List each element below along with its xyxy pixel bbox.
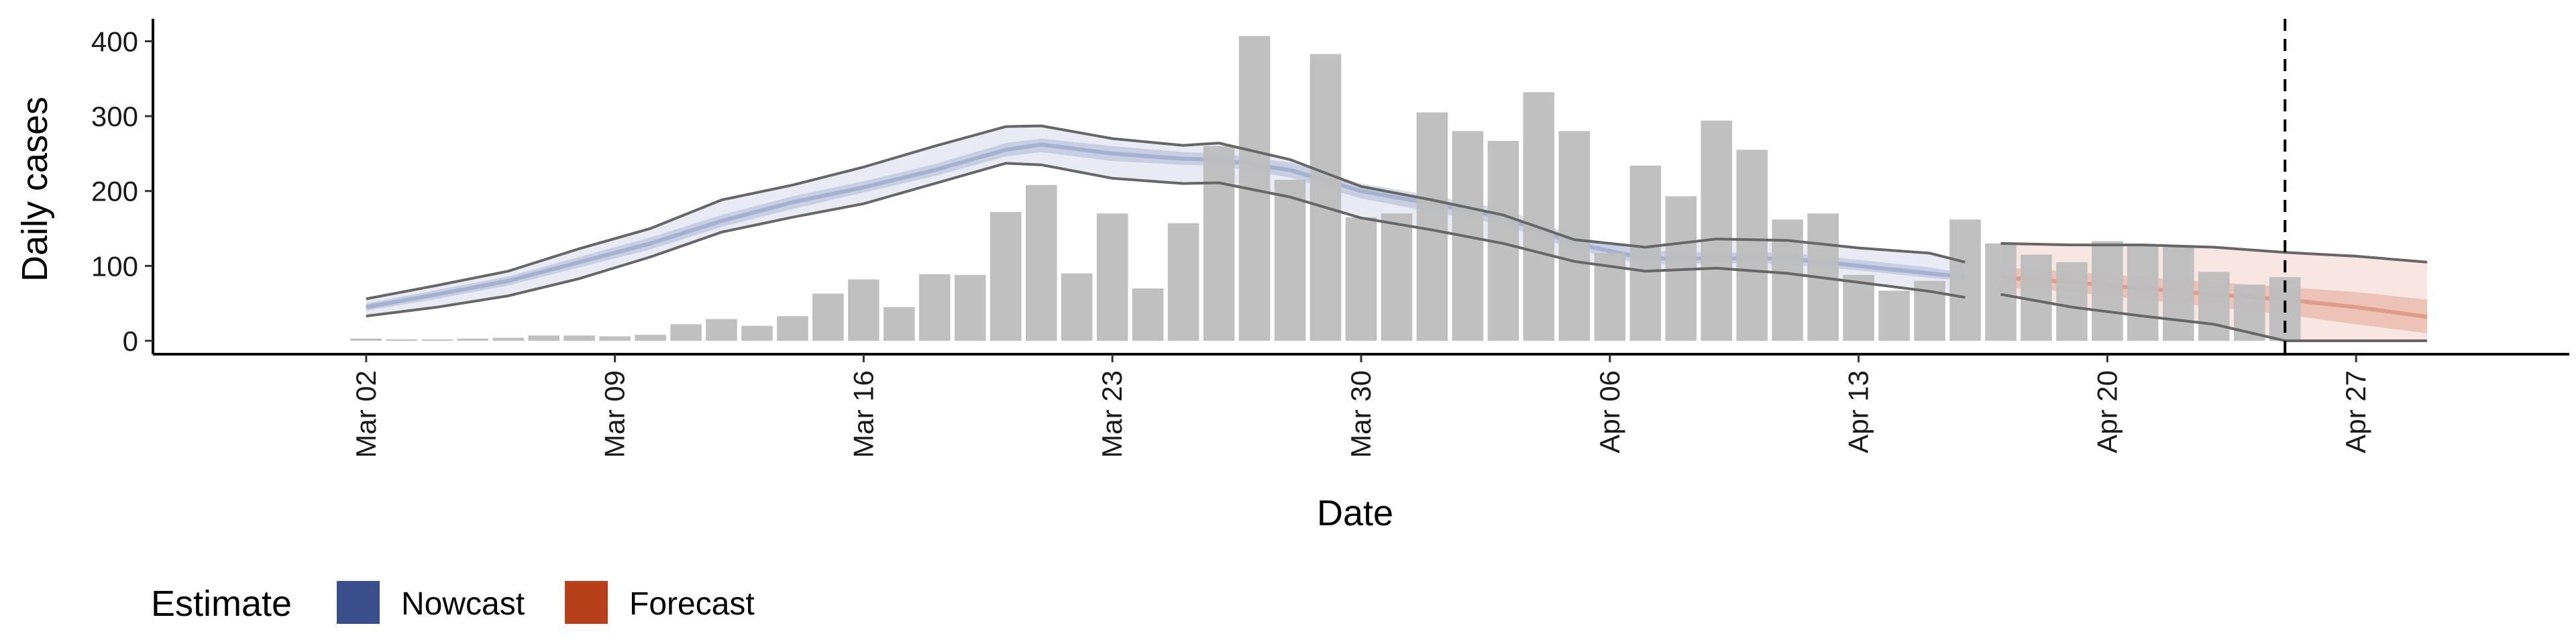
y-tick-label-100: 100 [91, 250, 138, 282]
bar-2020-04-01 [1416, 112, 1448, 341]
y-tick-label-400: 400 [91, 25, 138, 57]
bar-2020-04-23 [2198, 272, 2230, 341]
bar-2020-03-23 [1096, 213, 1128, 341]
bar-2020-03-30 [1345, 217, 1377, 341]
bar-2020-03-17 [883, 307, 915, 341]
y-axis-title: Daily cases [15, 97, 55, 282]
y-tick-label-200: 200 [91, 176, 138, 207]
x-tick-label-2020-03-09: Mar 09 [599, 370, 631, 458]
bar-2020-04-04 [1523, 92, 1555, 341]
bar-2020-03-26 [1203, 146, 1235, 341]
legend: Estimate Nowcast Forecast [151, 581, 755, 624]
bar-2020-03-13 [741, 325, 773, 341]
bar-2020-04-14 [1878, 290, 1910, 341]
bar-2020-04-13 [1843, 274, 1874, 341]
bar-2020-03-21 [1026, 184, 1057, 341]
bar-2020-03-22 [1061, 273, 1093, 341]
x-tick-label-2020-04-13: Apr 13 [1843, 370, 1874, 453]
x-axis-title: Date [1317, 493, 1393, 533]
bar-2020-03-02 [350, 338, 382, 341]
bar-2020-04-09 [1701, 120, 1732, 341]
bar-2020-03-25 [1167, 223, 1199, 341]
x-tick-label-2020-03-23: Mar 23 [1096, 370, 1128, 458]
forecast-lower-bound-line [2000, 292, 2428, 342]
legend-label-nowcast: Nowcast [401, 586, 525, 622]
bar-2020-03-16 [848, 279, 879, 341]
y-tick-label-0: 0 [123, 325, 138, 357]
axes [145, 19, 2569, 362]
observed-bars [350, 36, 2301, 341]
bar-2020-04-16 [1949, 219, 1981, 341]
bar-2020-04-11 [1772, 219, 1803, 341]
x-tick-label-2020-04-27: Apr 27 [2340, 370, 2371, 453]
bar-2020-03-19 [955, 274, 986, 341]
nowcast-lower-bound-line [366, 162, 1966, 318]
bar-2020-03-11 [670, 324, 702, 341]
forecast-upper-bound-line [2000, 241, 2428, 264]
bar-2020-03-28 [1274, 180, 1306, 341]
x-tick-label-2020-04-06: Apr 06 [1594, 370, 1625, 453]
bar-2020-03-03 [386, 339, 418, 341]
bar-2020-04-17 [1985, 243, 2017, 341]
interval-lines [366, 19, 2428, 354]
bar-2020-03-15 [812, 293, 844, 341]
bar-2020-04-21 [2127, 245, 2159, 341]
legend-title: Estimate [151, 584, 292, 624]
bar-2020-04-20 [2092, 241, 2123, 341]
bar-2020-03-20 [990, 212, 1022, 341]
bar-2020-03-10 [635, 335, 666, 341]
bar-2020-03-24 [1132, 288, 1164, 341]
nowcast-upper-bound-line [366, 124, 1966, 301]
bar-2020-03-12 [706, 319, 737, 341]
legend-swatch-forecast [565, 581, 608, 624]
x-tick-label-2020-03-16: Mar 16 [847, 370, 879, 458]
bar-2020-03-09 [599, 336, 631, 341]
tick-labels: 0 100 200 300 400 Mar 02 Mar 09 Mar 16 Mar 23 Mar… [91, 25, 2371, 458]
bar-2020-03-08 [564, 335, 595, 341]
bar-2020-04-07 [1629, 165, 1662, 341]
y-tick-label-300: 300 [91, 101, 138, 132]
x-tick-label-2020-03-30: Mar 30 [1345, 370, 1377, 458]
bar-2020-04-22 [2163, 247, 2194, 341]
bar-2020-03-14 [777, 316, 808, 341]
bar-2020-03-18 [919, 274, 951, 341]
bar-2020-03-31 [1381, 213, 1413, 341]
legend-label-forecast: Forecast [629, 586, 755, 622]
x-tick-label-2020-04-20: Apr 20 [2091, 370, 2123, 453]
bar-2020-03-06 [492, 337, 524, 341]
bar-2020-03-04 [421, 339, 453, 341]
nowcast-outer-band [366, 125, 1966, 317]
bar-2020-03-29 [1309, 54, 1342, 341]
bar-2020-04-19 [2056, 262, 2088, 341]
legend-swatch-nowcast [337, 581, 380, 624]
bar-2020-03-05 [457, 338, 488, 341]
x-tick-label-2020-03-02: Mar 02 [350, 370, 382, 458]
bar-2020-04-10 [1736, 150, 1768, 341]
bar-2020-03-07 [528, 335, 559, 341]
